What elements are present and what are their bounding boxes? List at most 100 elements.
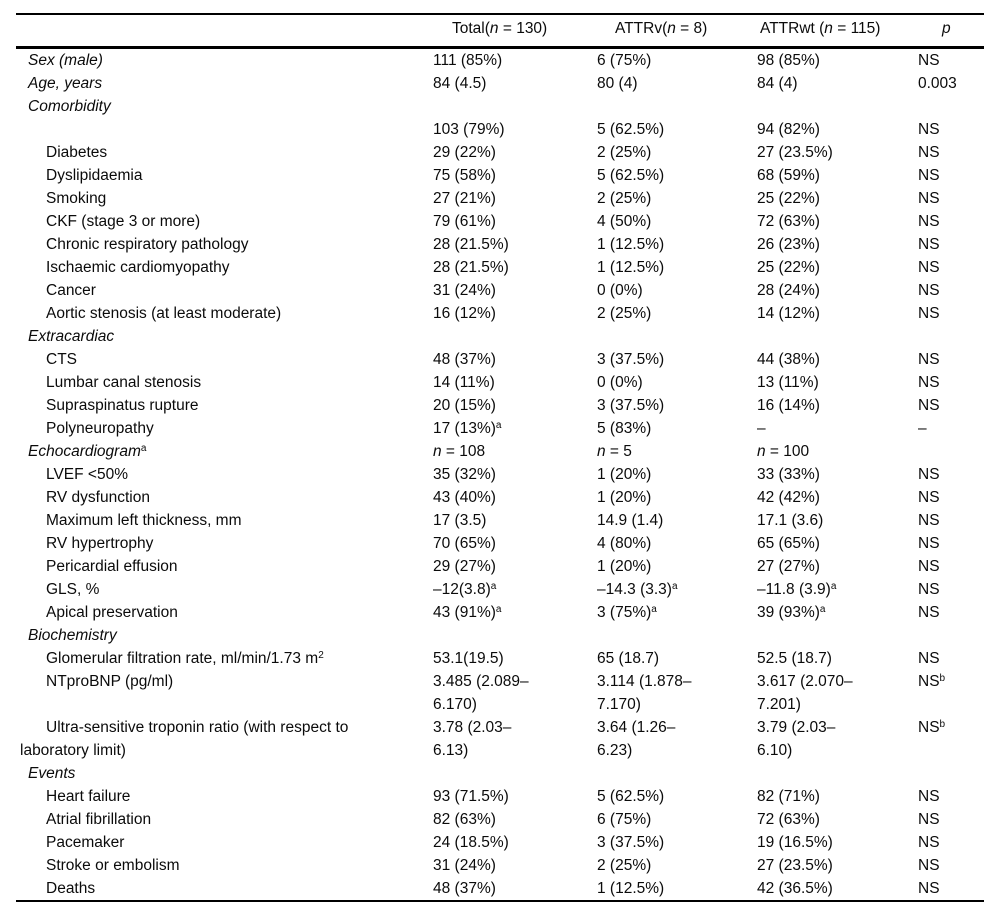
table-row: Biochemistry — [16, 624, 984, 647]
cell-value: 25 (22%) — [757, 189, 820, 207]
row-label: Cancer — [46, 281, 96, 299]
row-label: Atrial fibrillation — [46, 810, 152, 828]
table-row: Ultra-sensitive troponin ratio (with res… — [16, 716, 984, 762]
table-row: 103 (79%) 5 (62.5%) 94 (82%) NS — [16, 118, 984, 141]
column-header — [16, 14, 432, 49]
table-row: Comorbidity — [16, 95, 984, 118]
cell-value: 28 (24%) — [757, 281, 820, 299]
row-label: NTproBNP (pg/ml) — [46, 672, 174, 690]
cell-value: 25 (22%) — [757, 258, 820, 276]
table-row: RV hypertrophy 70 (65%) 4 (80%) 65 (65%) NS — [16, 532, 984, 555]
cell-value: 48 (37%) — [433, 879, 496, 897]
cell-value: NS — [918, 189, 940, 207]
cell-value: 44 (38%) — [757, 350, 820, 368]
table-row: Aortic stenosis (at least moderate) 16 (1… — [16, 302, 984, 325]
cell-value: 3.485 (2.089– 6.170) — [433, 672, 529, 713]
row-label: Diabetes — [46, 143, 108, 161]
cell-value: NS — [918, 810, 940, 828]
row-label — [16, 118, 432, 141]
table-row: Cancer 31 (24%) 0 (0%) 28 (24%) NS — [16, 279, 984, 302]
row-label: Dyslipidaemia — [46, 166, 143, 184]
cell-value: 27 (21%) — [433, 189, 496, 207]
cell-value: NS — [918, 51, 940, 69]
cell-value: 5 (62.5%) — [597, 166, 665, 184]
cell-value: NS — [918, 258, 940, 276]
cell-value: 31 (24%) — [433, 856, 496, 874]
row-label: Lumbar canal stenosis — [46, 373, 202, 391]
table-row: Chronic respiratory pathology 28 (21.5%) 1… — [16, 233, 984, 256]
row-label: Supraspinatus rupture — [46, 396, 199, 414]
cell-value: 82 (63%) — [433, 810, 496, 828]
column-header: ATTRv(n = 8) — [596, 14, 756, 49]
cell-value: 53.1(19.5) — [433, 649, 504, 667]
cell-value — [756, 762, 917, 785]
cell-value: NSb — [918, 718, 946, 736]
cell-value: 14 (12%) — [757, 304, 820, 322]
cell-value: 70 (65%) — [433, 534, 496, 552]
cell-value: NS — [918, 787, 940, 805]
clinical-characteristics-table: Total(n = 130) ATTRv(n = 8) ATTRwt (n = 11… — [16, 13, 984, 902]
cell-value: NS — [918, 557, 940, 575]
cell-value: NS — [918, 281, 940, 299]
cell-value: NS — [918, 120, 940, 138]
cell-value: NS — [918, 235, 940, 253]
table-row: Pericardial effusion 29 (27%) 1 (20%) 27 (2… — [16, 555, 984, 578]
table-row: Ischaemic cardiomyopathy 28 (21.5%) 1 (12.… — [16, 256, 984, 279]
row-label: Pericardial effusion — [46, 557, 178, 575]
row-label: Deaths — [46, 879, 96, 897]
row-label: Comorbidity — [28, 97, 111, 115]
cell-value — [917, 440, 984, 463]
cell-value: NS — [918, 488, 940, 506]
cell-value: NS — [918, 373, 940, 391]
row-label: Extracardiac — [28, 327, 115, 345]
cell-value: 1 (12.5%) — [597, 235, 665, 253]
table-row: Echocardiograma n = 108 n = 5 n = 100 — [16, 440, 984, 463]
row-label: CTS — [46, 350, 77, 368]
cell-value — [756, 624, 917, 647]
cell-value: 27 (23.5%) — [757, 143, 833, 161]
cell-value: – — [918, 419, 927, 437]
cell-value: n = 100 — [757, 442, 810, 460]
table-row: Extracardiac — [16, 325, 984, 348]
table-row: LVEF <50% 35 (32%) 1 (20%) 33 (33%) NS — [16, 463, 984, 486]
cell-value: 3.79 (2.03– 6.10) — [757, 718, 836, 759]
cell-value: NS — [918, 143, 940, 161]
cell-value: n = 5 — [597, 442, 632, 460]
cell-value — [756, 95, 917, 118]
table-row: Maximum left thickness, mm 17 (3.5) 14.9 (… — [16, 509, 984, 532]
cell-value: NSb — [918, 672, 946, 690]
cell-value: 14 (11%) — [433, 373, 495, 391]
cell-value: 3.78 (2.03– 6.13) — [433, 718, 512, 759]
cell-value — [917, 762, 984, 785]
table-row: Deaths 48 (37%) 1 (12.5%) 42 (36.5%) NS — [16, 877, 984, 901]
cell-value: 26 (23%) — [757, 235, 820, 253]
cell-value: 43 (91%)a — [433, 603, 502, 621]
cell-value: NS — [918, 166, 940, 184]
cell-value: 72 (63%) — [757, 810, 820, 828]
cell-value: 3.64 (1.26– 6.23) — [597, 718, 676, 759]
cell-value: 24 (18.5%) — [433, 833, 509, 851]
cell-value: 17 (13%)a — [433, 419, 502, 437]
table-row: Supraspinatus rupture 20 (15%) 3 (37.5%) 16… — [16, 394, 984, 417]
cell-value: 2 (25%) — [597, 856, 652, 874]
cell-value: 2 (25%) — [597, 143, 652, 161]
cell-value: 52.5 (18.7) — [757, 649, 832, 667]
cell-value: 17 (3.5) — [433, 511, 487, 529]
table-row: Apical preservation 43 (91%)a 3 (75%)a 39 (… — [16, 601, 984, 624]
row-label: Polyneuropathy — [46, 419, 154, 437]
cell-value: 1 (20%) — [597, 465, 652, 483]
cell-value: 43 (40%) — [433, 488, 496, 506]
cell-value: –12(3.8)a — [433, 580, 497, 598]
cell-value: 84 (4) — [757, 74, 798, 92]
row-label: Events — [28, 764, 76, 782]
cell-value — [917, 95, 984, 118]
cell-value: 98 (85%) — [757, 51, 820, 69]
row-label: Sex (male) — [28, 51, 103, 69]
cell-value: 14.9 (1.4) — [597, 511, 664, 529]
cell-value: 3.114 (1.878– 7.170) — [597, 672, 692, 713]
row-label: Apical preservation — [46, 603, 178, 621]
column-header: p — [917, 14, 984, 49]
row-label: Echocardiograma — [28, 442, 147, 460]
cell-value: 42 (36.5%) — [757, 879, 833, 897]
